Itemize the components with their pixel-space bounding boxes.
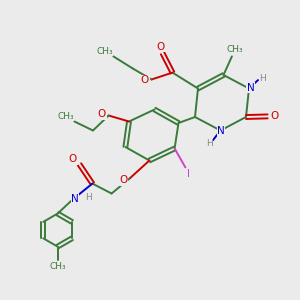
Text: N: N <box>217 126 225 136</box>
Text: O: O <box>69 154 77 164</box>
Text: H: H <box>259 74 266 82</box>
Text: CH₃: CH₃ <box>96 46 113 56</box>
Text: CH₃: CH₃ <box>57 112 74 121</box>
Text: O: O <box>98 109 106 119</box>
Text: I: I <box>187 169 190 179</box>
Text: N: N <box>247 83 254 93</box>
Text: O: O <box>119 175 127 185</box>
Text: O: O <box>141 75 149 85</box>
Text: CH₃: CH₃ <box>226 45 243 54</box>
Text: O: O <box>270 111 278 122</box>
Text: H: H <box>206 139 212 148</box>
Text: O: O <box>156 42 164 52</box>
Text: N: N <box>71 194 79 204</box>
Text: CH₃: CH₃ <box>49 262 66 271</box>
Text: H: H <box>85 194 92 202</box>
